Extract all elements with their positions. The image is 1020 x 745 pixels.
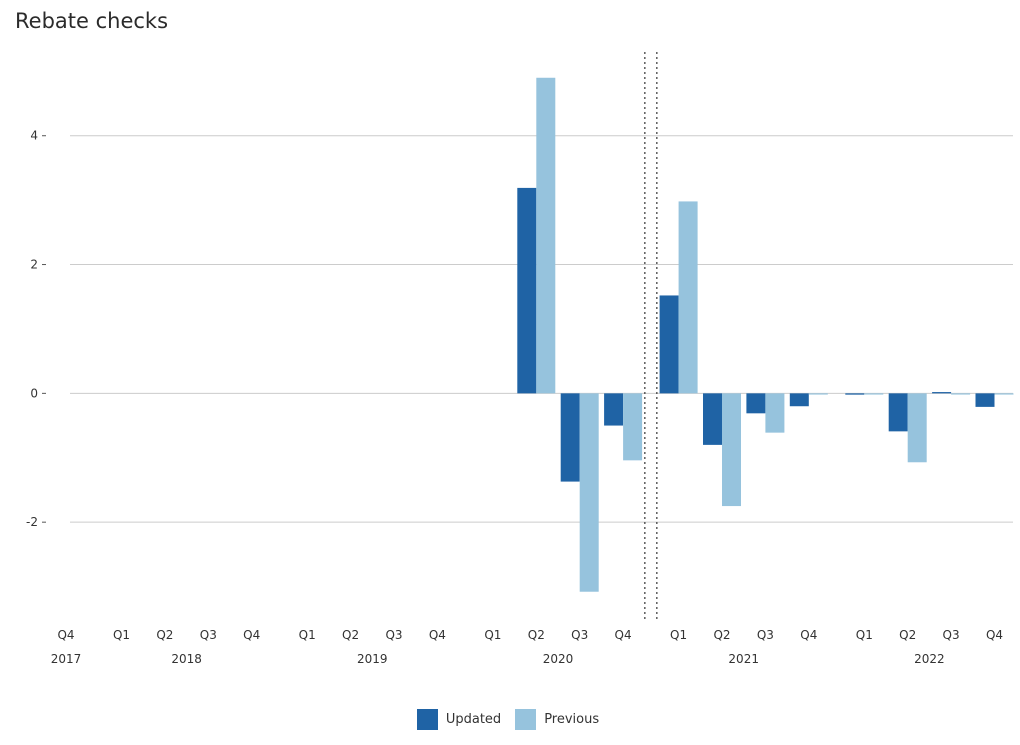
x-year-label: 2018: [171, 652, 202, 666]
chart-title: Rebate checks: [15, 9, 169, 33]
x-tick-label: Q3: [200, 628, 217, 642]
legend-label-previous: Previous: [544, 711, 600, 727]
bar-updated: [932, 392, 952, 394]
x-tick-label: Q4: [800, 628, 817, 642]
x-tick-label: Q4: [57, 628, 74, 642]
x-tick-label: Q3: [385, 628, 402, 642]
x-tick-label: Q3: [571, 628, 588, 642]
legend-label-updated: Updated: [445, 711, 502, 727]
bar-previous: [765, 393, 785, 433]
y-tick-label: 4: [30, 129, 38, 143]
bar-previous: [864, 393, 884, 395]
bar-previous: [907, 393, 927, 463]
x-tick-label: Q1: [670, 628, 687, 642]
bar-updated: [560, 393, 580, 482]
bar-updated: [845, 393, 865, 395]
legend: Updated Previous: [0, 706, 1020, 732]
bar-updated: [703, 393, 722, 445]
x-tick-label: Q2: [528, 628, 545, 642]
x-tick-label: Q4: [243, 628, 260, 642]
x-tick-label: Q3: [943, 628, 960, 642]
legend-item-updated[interactable]: Updated: [416, 708, 502, 730]
x-tick-label: Q1: [113, 628, 130, 642]
bar-updated: [659, 295, 679, 394]
bar-updated: [888, 393, 908, 432]
bar-updated: [517, 187, 537, 394]
x-tick-label: Q2: [899, 628, 916, 642]
legend-swatch-updated: [416, 708, 438, 730]
x-year-label: 2022: [914, 652, 945, 666]
bar-updated: [746, 393, 766, 414]
chart-plot: -2 0 2 4 Q4 Q1 Q2 Q3 Q4 Q1 Q2 Q3 Q4 Q1 Q2 Q3 Q4 Q1 Q2 Q3 Q4 Q…: [26, 52, 1014, 666]
x-tick-label: Q4: [615, 628, 632, 642]
x-tick-label: Q4: [429, 628, 446, 642]
x-year-label: 2020: [543, 652, 574, 666]
bar-updated: [604, 393, 624, 426]
bar-previous: [994, 393, 1014, 395]
x-tick-label: Q3: [757, 628, 774, 642]
legend-item-previous[interactable]: Previous: [515, 708, 600, 730]
x-tick-label: Q1: [484, 628, 501, 642]
bar-previous: [808, 393, 828, 395]
x-year-label: 2021: [728, 652, 759, 666]
x-tick-label: Q4: [986, 628, 1003, 642]
x-tick-label: Q2: [156, 628, 173, 642]
x-tick-label: Q1: [299, 628, 316, 642]
x-tick-label: Q2: [713, 628, 730, 642]
x-year-label: 2017: [51, 652, 82, 666]
bar-updated: [975, 393, 995, 407]
y-tick-label: 2: [30, 258, 38, 272]
bar-previous: [951, 393, 971, 395]
bar-previous: [722, 393, 741, 507]
y-tick-label: 0: [30, 386, 38, 400]
bar-updated: [789, 393, 809, 407]
x-tick-label: Q2: [342, 628, 359, 642]
bar-previous: [536, 77, 556, 394]
y-tick-label: -2: [26, 515, 38, 529]
x-year-label: 2019: [357, 652, 388, 666]
x-tick-label: Q1: [856, 628, 873, 642]
legend-swatch-previous: [515, 708, 537, 730]
bar-previous: [678, 201, 698, 394]
bar-previous: [623, 393, 643, 461]
bar-previous: [579, 393, 599, 592]
